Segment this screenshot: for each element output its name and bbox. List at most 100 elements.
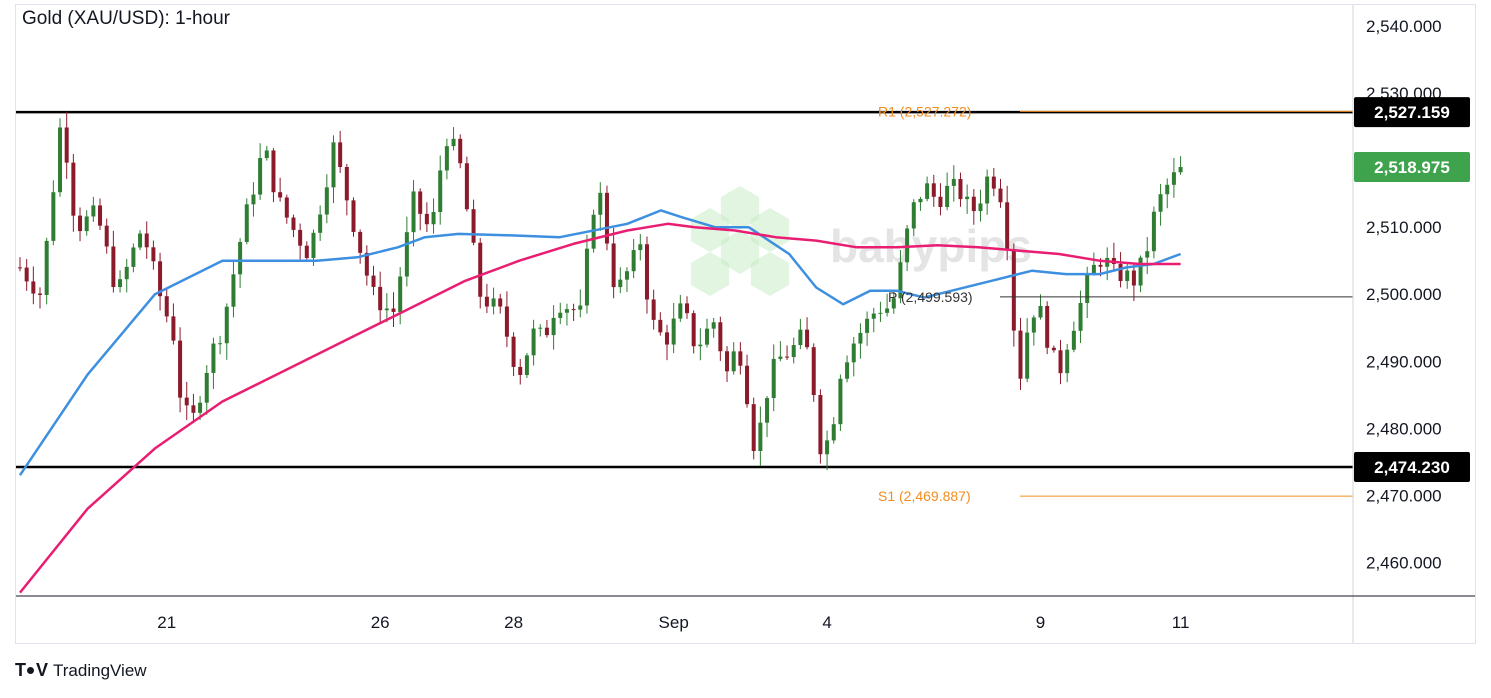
candle xyxy=(124,258,129,293)
candle xyxy=(404,216,409,287)
candle-body xyxy=(538,327,543,329)
candle-body xyxy=(171,316,176,341)
candle-body xyxy=(584,248,589,306)
candle xyxy=(638,234,643,261)
candle xyxy=(798,318,803,350)
candle-body xyxy=(224,306,229,344)
candle xyxy=(171,303,176,345)
resistance-badge-bg xyxy=(1354,97,1470,128)
candle xyxy=(551,305,556,350)
candle xyxy=(805,317,810,350)
candle-body xyxy=(1058,350,1063,374)
candle xyxy=(331,135,336,204)
candle-body xyxy=(785,356,790,358)
candle-body xyxy=(651,299,656,320)
candle-body xyxy=(231,274,236,307)
candle-body xyxy=(771,358,776,399)
candle-body xyxy=(58,127,63,193)
candle xyxy=(664,324,669,361)
candle xyxy=(958,172,963,207)
candle-body xyxy=(91,205,96,217)
candle-body xyxy=(658,319,663,333)
candle-body xyxy=(531,328,536,356)
candle xyxy=(1091,252,1096,276)
x-tick-label: 4 xyxy=(822,613,831,632)
candle xyxy=(578,289,583,318)
candle-body xyxy=(1158,194,1163,212)
candle-body xyxy=(991,176,996,189)
candle xyxy=(438,155,443,225)
candle-body xyxy=(431,212,436,225)
candle xyxy=(771,344,776,412)
candle xyxy=(705,318,710,348)
candle xyxy=(71,154,76,232)
candle xyxy=(898,250,903,304)
candle-body xyxy=(324,187,329,215)
candle-body xyxy=(138,233,143,248)
candle-body xyxy=(218,343,223,345)
candle-body xyxy=(1065,349,1070,374)
candle-body xyxy=(458,138,463,164)
candle xyxy=(391,292,396,328)
axes: 2,540.0002,530.0002,510.0002,500.0002,49… xyxy=(16,5,1475,643)
candle xyxy=(98,198,103,230)
candle-body xyxy=(778,356,783,359)
candle xyxy=(238,238,243,289)
candle-body xyxy=(985,176,990,204)
candle-body xyxy=(664,332,669,345)
candle xyxy=(531,319,536,366)
candle-body xyxy=(631,250,636,272)
candle-body xyxy=(391,308,396,312)
candle xyxy=(1038,294,1043,320)
candle xyxy=(231,259,236,318)
candle xyxy=(484,283,489,314)
candle-body xyxy=(1085,273,1090,303)
watermark-hex-1 xyxy=(690,208,730,252)
ma-fast-line xyxy=(18,209,1182,476)
candle xyxy=(451,127,456,151)
candle-body xyxy=(371,275,376,287)
candle xyxy=(118,270,123,293)
candle-body xyxy=(364,252,369,276)
candle-body xyxy=(571,309,576,311)
candle-body xyxy=(958,179,963,200)
candle-body xyxy=(725,351,730,372)
candle xyxy=(951,165,956,202)
candle-body xyxy=(384,308,389,311)
watermark-hex-0 xyxy=(720,186,760,230)
pivot-r1-label: R1 (2,527.272) xyxy=(878,103,971,119)
candle xyxy=(184,381,189,421)
y-tick-label: 2,490.000 xyxy=(1366,352,1442,371)
y-tick-label: 2,480.000 xyxy=(1366,419,1442,438)
candle xyxy=(991,167,996,197)
support-badge-bg xyxy=(1354,451,1470,482)
chart-frame xyxy=(15,4,1476,644)
pivot-s1-label: S1 (2,469.887) xyxy=(878,488,971,504)
candle-body xyxy=(871,313,876,319)
candle-body xyxy=(918,198,923,203)
ma-slow-line xyxy=(19,222,1181,594)
candle-body xyxy=(925,183,930,199)
candle xyxy=(18,257,22,272)
candle-body xyxy=(104,225,109,247)
candle xyxy=(138,230,143,251)
candle-body xyxy=(758,422,763,452)
candle-body xyxy=(931,183,936,197)
candle-body xyxy=(838,378,843,425)
candle xyxy=(64,111,69,179)
candle xyxy=(278,177,283,202)
candle-body xyxy=(691,313,696,347)
candle xyxy=(718,316,723,361)
candle-body xyxy=(191,405,196,413)
candle-body xyxy=(705,328,710,345)
candle-body xyxy=(971,196,976,212)
candle xyxy=(478,237,483,309)
y-tick-label: 2,540.000 xyxy=(1366,17,1442,36)
candle xyxy=(111,230,116,293)
candle-body xyxy=(344,167,349,201)
candle xyxy=(985,169,990,215)
candle-body xyxy=(184,397,189,406)
candle-body xyxy=(378,286,383,311)
candle xyxy=(791,337,796,364)
